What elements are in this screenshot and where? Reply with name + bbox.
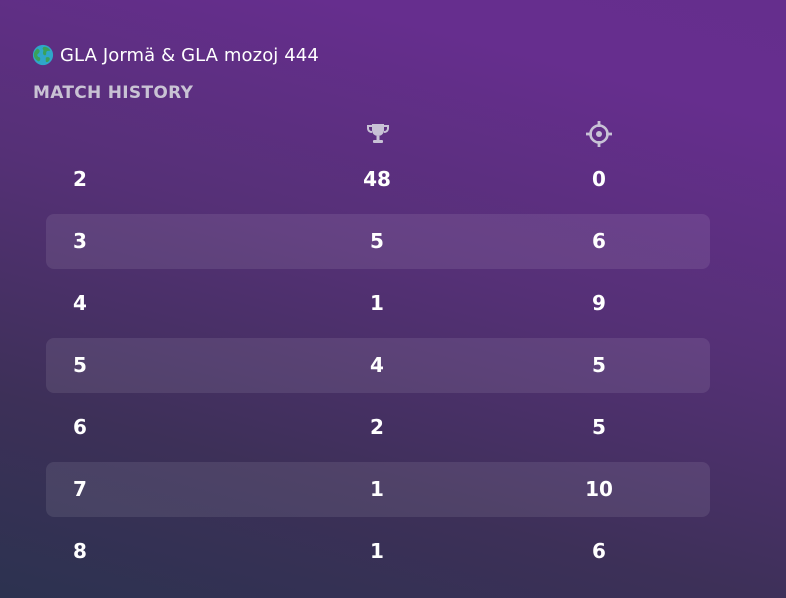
rank-cell: 4 (73, 291, 87, 315)
trophy-value: 4 (370, 353, 384, 377)
kills-value: 10 (585, 477, 613, 501)
table-row: 7 1 10 (46, 462, 710, 517)
crosshair-icon (585, 120, 613, 148)
table-row: 6 2 5 (46, 400, 710, 455)
match-history-table: 2 48 0 3 5 6 4 1 9 5 4 5 6 2 5 7 1 10 8 … (46, 152, 710, 586)
rank-cell: 8 (73, 539, 87, 563)
kills-value: 9 (592, 291, 606, 315)
trophy-value: 1 (370, 291, 384, 315)
rank-cell: 3 (73, 229, 87, 253)
kills-value: 0 (592, 167, 606, 191)
kills-value: 5 (592, 353, 606, 377)
globe-icon (32, 44, 54, 66)
trophy-icon (364, 120, 392, 148)
table-row: 2 48 0 (46, 152, 710, 207)
rank-cell: 7 (73, 477, 87, 501)
rank-cell: 2 (73, 167, 87, 191)
kills-value: 6 (592, 539, 606, 563)
trophy-value: 48 (363, 167, 391, 191)
trophy-value: 5 (370, 229, 384, 253)
header: GLA Jormä & GLA mozoj 444 (32, 44, 319, 66)
trophy-value: 2 (370, 415, 384, 439)
rank-cell: 5 (73, 353, 87, 377)
page-title: GLA Jormä & GLA mozoj 444 (60, 44, 319, 66)
trophy-value: 1 (370, 539, 384, 563)
kills-value: 5 (592, 415, 606, 439)
table-row: 5 4 5 (46, 338, 710, 393)
rank-cell: 6 (73, 415, 87, 439)
kills-value: 6 (592, 229, 606, 253)
table-row: 4 1 9 (46, 276, 710, 331)
trophy-value: 1 (370, 477, 384, 501)
table-row: 3 5 6 (46, 214, 710, 269)
table-row: 8 1 6 (46, 524, 710, 579)
section-title: MATCH HISTORY (33, 83, 194, 103)
